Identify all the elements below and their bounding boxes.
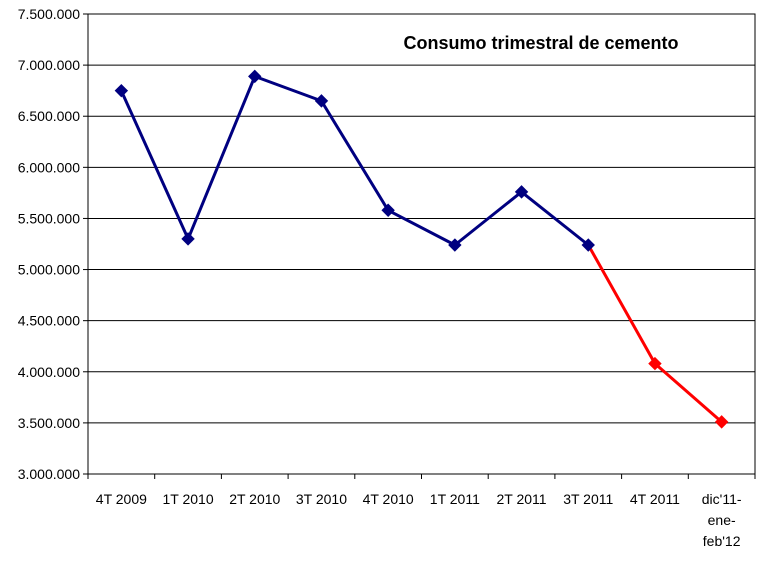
y-tick-label: 4.000.000 (18, 364, 80, 380)
x-tick-label: ene- (708, 512, 736, 528)
series-line-0 (119, 74, 590, 247)
chart-title: Consumo trimestral de cemento (403, 33, 678, 53)
data-point-marker (248, 69, 262, 84)
x-tick-label: 2T 2010 (229, 491, 280, 507)
x-tick-label: feb'12 (703, 533, 741, 549)
x-tick-label: 2T 2011 (497, 491, 547, 507)
y-tick-label: 3.500.000 (18, 415, 80, 431)
y-tick-label: 3.000.000 (18, 466, 80, 482)
y-tick-label: 6.500.000 (18, 108, 80, 124)
y-axis-labels: 3.000.000 3.500.000 4.000.000 4.500.000 5.00… (18, 6, 80, 482)
x-tick-label: 1T 2010 (162, 491, 213, 507)
y-tick-label: 6.000.000 (18, 159, 80, 175)
data-point-marker (314, 94, 329, 108)
x-tick-label: 3T 2011 (563, 491, 613, 507)
x-tick-label: 4T 2010 (363, 491, 414, 507)
data-point-marker (648, 356, 662, 371)
data-point-marker (381, 203, 395, 217)
x-tick-label: 4T 2011 (630, 491, 680, 507)
y-tick-label: 5.000.000 (18, 262, 80, 278)
data-markers (114, 69, 729, 429)
y-tick-label: 7.000.000 (18, 57, 80, 73)
x-tick-label: 3T 2010 (296, 491, 347, 507)
data-point-marker (114, 83, 129, 98)
grid-lines (83, 13, 755, 475)
data-point-marker (181, 232, 195, 246)
y-tick-label: 7.500.000 (18, 6, 80, 22)
x-axis-labels: 4T 2009 1T 2010 2T 2010 3T 2010 4T 2010 1T 20… (87, 474, 756, 549)
data-point-marker (514, 185, 529, 199)
data-point-marker (581, 238, 595, 252)
y-tick-label: 4.500.000 (18, 313, 80, 329)
x-tick-label: 1T 2011 (430, 491, 480, 507)
y-tick-label: 5.500.000 (18, 210, 80, 226)
x-tick-label: 4T 2009 (96, 491, 147, 507)
series-lines (119, 74, 723, 424)
data-point-marker (448, 238, 462, 252)
series-line-1 (586, 244, 723, 424)
data-point-marker (714, 415, 729, 429)
x-tick-label: dic'11- (702, 491, 742, 507)
